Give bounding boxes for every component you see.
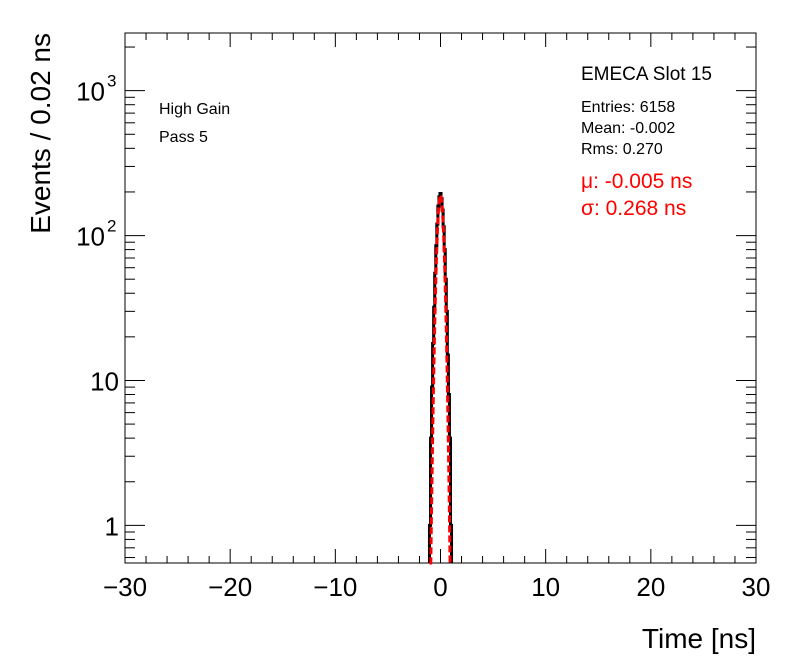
x-tick-label: 10 — [531, 572, 560, 602]
y-tick-label: 10 — [90, 366, 119, 396]
stats-entries: Entries: 6158 — [581, 99, 675, 116]
fit-sigma-label: σ: 0.268 ns — [581, 197, 686, 220]
x-tick-label: −20 — [208, 572, 252, 602]
stats-mean: Mean: -0.002 — [581, 120, 675, 137]
x-tick-label: −30 — [103, 572, 147, 602]
chart-title: EMECA Slot 15 — [581, 64, 712, 85]
y-tick-label: 10 — [76, 222, 105, 252]
annotation-pass: Pass 5 — [159, 129, 208, 146]
x-tick-label: 0 — [433, 572, 447, 602]
axis-ticks — [124, 33, 757, 563]
histogram-line — [427, 192, 454, 563]
histogram-series — [427, 192, 454, 563]
x-tick-label: −10 — [313, 572, 357, 602]
fit-curve — [429, 193, 452, 565]
x-tick-label: 30 — [742, 572, 771, 602]
y-tick-label: 10 — [76, 77, 105, 107]
x-tick-labels: −30 −20 −10 0 10 20 30 — [103, 572, 771, 602]
fit-series — [429, 193, 452, 565]
x-tick-label: 20 — [636, 572, 665, 602]
y-tick-exponent: 2 — [107, 217, 116, 236]
annotation-high-gain: High Gain — [159, 101, 230, 118]
x-axis-label: Time [ns] — [642, 623, 756, 654]
fit-mu-label: μ: -0.005 ns — [581, 170, 692, 193]
stats-rms: Rms: 0.270 — [581, 141, 663, 158]
y-axis-label: Events / 0.02 ns — [25, 33, 56, 234]
y-tick-exponent: 3 — [107, 72, 116, 91]
y-tick-label: 1 — [105, 511, 119, 541]
